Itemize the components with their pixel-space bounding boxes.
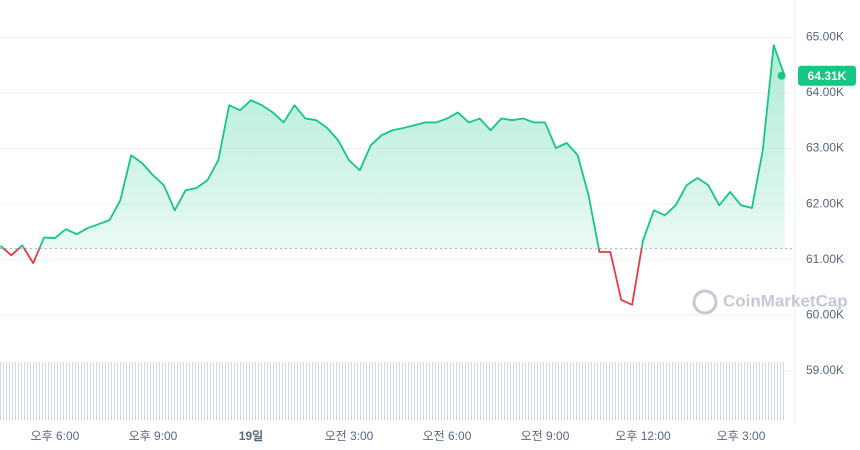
y-tick-label: 60.00K	[806, 308, 844, 322]
y-tick-label: 65.00K	[806, 30, 844, 44]
y-tick-label: 62.00K	[806, 196, 844, 210]
price-tag	[798, 65, 856, 86]
y-tick-label: 59.00K	[806, 363, 844, 377]
y-tick-label: 64.00K	[806, 85, 844, 99]
y-tick-label: 63.00K	[806, 141, 844, 155]
x-tick-label: 오전 6:00	[423, 429, 472, 443]
x-tick-label: 오후 3:00	[717, 429, 766, 443]
area	[0, 45, 785, 249]
price-tag-label: 64.31K	[808, 69, 847, 83]
y-tick-label: 61.00K	[806, 252, 844, 266]
x-tick-label: 오전 9:00	[521, 429, 570, 443]
price-line	[0, 44, 786, 306]
watermark-text: CoinMarketCap	[723, 291, 848, 310]
volume-bars	[0, 362, 785, 420]
x-tick-label: 오전 3:00	[325, 429, 374, 443]
x-tick-label: 오후 9:00	[129, 429, 178, 443]
x-tick-label: 오후 6:00	[31, 429, 80, 443]
x-tick-label: 19일	[239, 429, 263, 443]
x-tick-label: 오후 12:00	[615, 429, 671, 443]
last-point	[777, 71, 786, 80]
watermark: CoinMarketCap	[692, 289, 848, 315]
